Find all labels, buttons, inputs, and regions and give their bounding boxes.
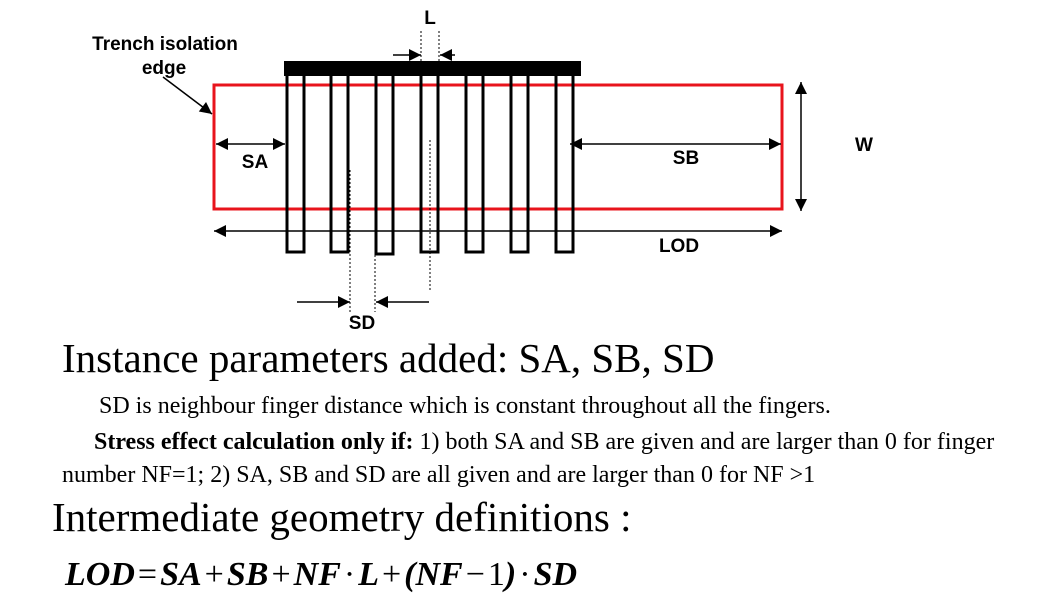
formula-plus-1: + xyxy=(204,556,224,593)
lod-geometry-diagram: Trench isolation edge L SA SB W LOD SD xyxy=(92,8,873,334)
trench-edge-pointer-arrow xyxy=(162,76,213,115)
dotted-guides xyxy=(349,31,440,312)
instance-parameters-heading: Instance parameters added: SA, SB, SD xyxy=(62,335,715,381)
lod-formula: LOD=SA+SB+NF·L+(NF−1)·SD xyxy=(65,553,577,597)
stress-condition-lead: Stress effect calculation only if: xyxy=(94,429,414,455)
formula-open-paren: ( xyxy=(404,556,416,593)
stress-condition-text: 1) both SA and SB are given and are larg… xyxy=(62,429,995,488)
sd-description: SD is neighbour finger distance which is… xyxy=(99,393,831,419)
formula-nf-2: NF xyxy=(415,556,463,593)
formula-lod: LOD xyxy=(65,556,135,593)
formula-dot-2: · xyxy=(519,556,531,593)
formula-nf: NF xyxy=(293,556,341,593)
formula-plus-3: + xyxy=(381,556,402,593)
stress-condition-paragraph: Stress effect calculation only if: 1) bo… xyxy=(62,426,1042,492)
gate-finger xyxy=(374,76,395,256)
trench-isolation-label-line2: edge xyxy=(142,58,186,79)
formula-close-paren: ) xyxy=(504,556,517,593)
trench-isolation-label: Trench isolation xyxy=(92,34,238,55)
sd-label: SD xyxy=(349,313,375,334)
formula-l: L xyxy=(358,556,379,593)
lod-label: LOD xyxy=(659,236,699,257)
active-region xyxy=(212,83,784,211)
formula-sd: SD xyxy=(533,556,578,593)
formula-sa: SA xyxy=(160,556,202,593)
formula-sb: SB xyxy=(226,556,269,593)
formula-one: 1 xyxy=(487,556,505,593)
l-label: L xyxy=(424,8,436,29)
gate-finger xyxy=(285,76,306,254)
sb-label: SB xyxy=(673,148,699,169)
sa-label: SA xyxy=(242,152,269,173)
w-label: W xyxy=(855,135,873,156)
formula-equals: = xyxy=(137,556,158,593)
formula-plus-2: + xyxy=(271,556,291,593)
gate-bar xyxy=(284,61,581,76)
gate-finger xyxy=(509,76,530,254)
gate-finger xyxy=(554,76,575,254)
formula-minus: − xyxy=(465,556,485,593)
gate-finger xyxy=(464,76,485,254)
gate-finger xyxy=(329,76,350,254)
gate-fingers xyxy=(285,76,575,256)
intermediate-geometry-heading: Intermediate geometry definitions : xyxy=(52,494,632,540)
formula-dot-1: · xyxy=(343,556,356,593)
